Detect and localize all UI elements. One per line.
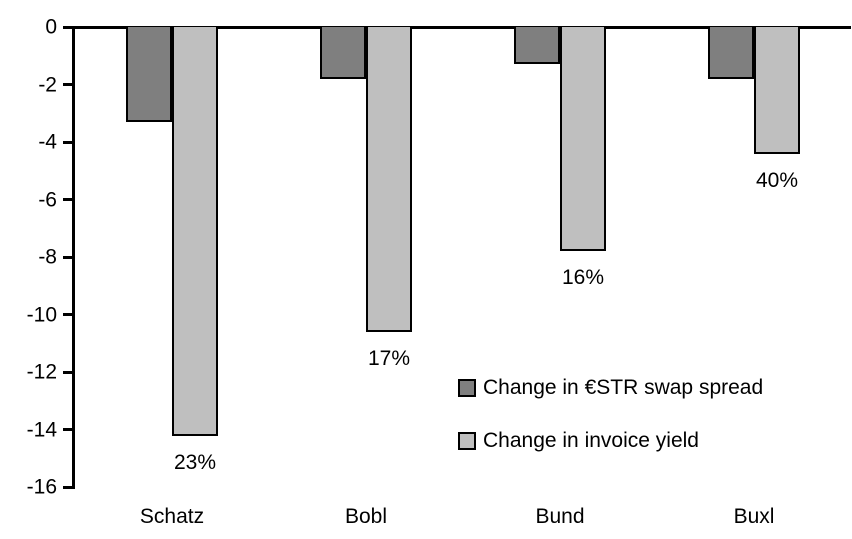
bar-value-label: 17% <box>367 347 411 371</box>
bar-swap-spread-buxl <box>708 27 754 79</box>
bar-swap-spread-schatz <box>126 27 172 122</box>
y-tick-label: -12 <box>26 360 57 384</box>
y-tick <box>63 25 74 29</box>
y-tick <box>63 428 74 432</box>
bar-value-label: 40% <box>755 168 799 192</box>
bar-invoice-yield-schatz <box>172 27 218 436</box>
x-category-label-schatz: Schatz <box>139 505 205 528</box>
legend-item-invoice-yield: Change in invoice yield <box>458 429 763 453</box>
y-tick <box>63 198 74 202</box>
y-tick-label: -8 <box>38 245 57 269</box>
y-axis-line <box>72 25 75 489</box>
y-tick-label: -16 <box>26 475 57 499</box>
bar-swap-spread-bund <box>514 27 560 65</box>
y-tick-label: -10 <box>26 303 57 327</box>
y-tick <box>63 485 74 489</box>
x-category-label-buxl: Buxl <box>733 505 775 528</box>
y-tick <box>63 140 74 144</box>
y-tick-label: -2 <box>38 73 57 97</box>
y-tick-label: 0 <box>45 15 57 39</box>
y-tick <box>63 83 74 87</box>
legend-label-invoice-yield: Change in invoice yield <box>483 429 699 452</box>
y-tick <box>63 370 74 374</box>
x-category-label-bobl: Bobl <box>344 505 388 528</box>
y-tick <box>63 255 74 259</box>
legend: Change in €STR swap spread Change in inv… <box>458 376 763 453</box>
bar-swap-spread-bobl <box>320 27 366 79</box>
x-axis-line <box>75 25 851 29</box>
y-tick-label: -6 <box>38 188 57 212</box>
y-tick-label: -4 <box>38 130 57 154</box>
swap-spread-swatch-icon <box>458 379 476 397</box>
legend-label-swap-spread: Change in €STR swap spread <box>483 376 764 399</box>
legend-item-swap-spread: Change in €STR swap spread <box>458 376 763 400</box>
x-category-label-bund: Bund <box>535 505 585 528</box>
bar-invoice-yield-bund <box>560 27 606 252</box>
bar-invoice-yield-bobl <box>366 27 412 333</box>
bar-invoice-yield-buxl <box>754 27 800 154</box>
bar-value-label: 23% <box>173 450 217 474</box>
y-tick <box>63 313 74 317</box>
invoice-yield-swatch-icon <box>458 432 476 450</box>
y-tick-label: -14 <box>26 418 57 442</box>
bar-value-label: 16% <box>561 266 605 290</box>
